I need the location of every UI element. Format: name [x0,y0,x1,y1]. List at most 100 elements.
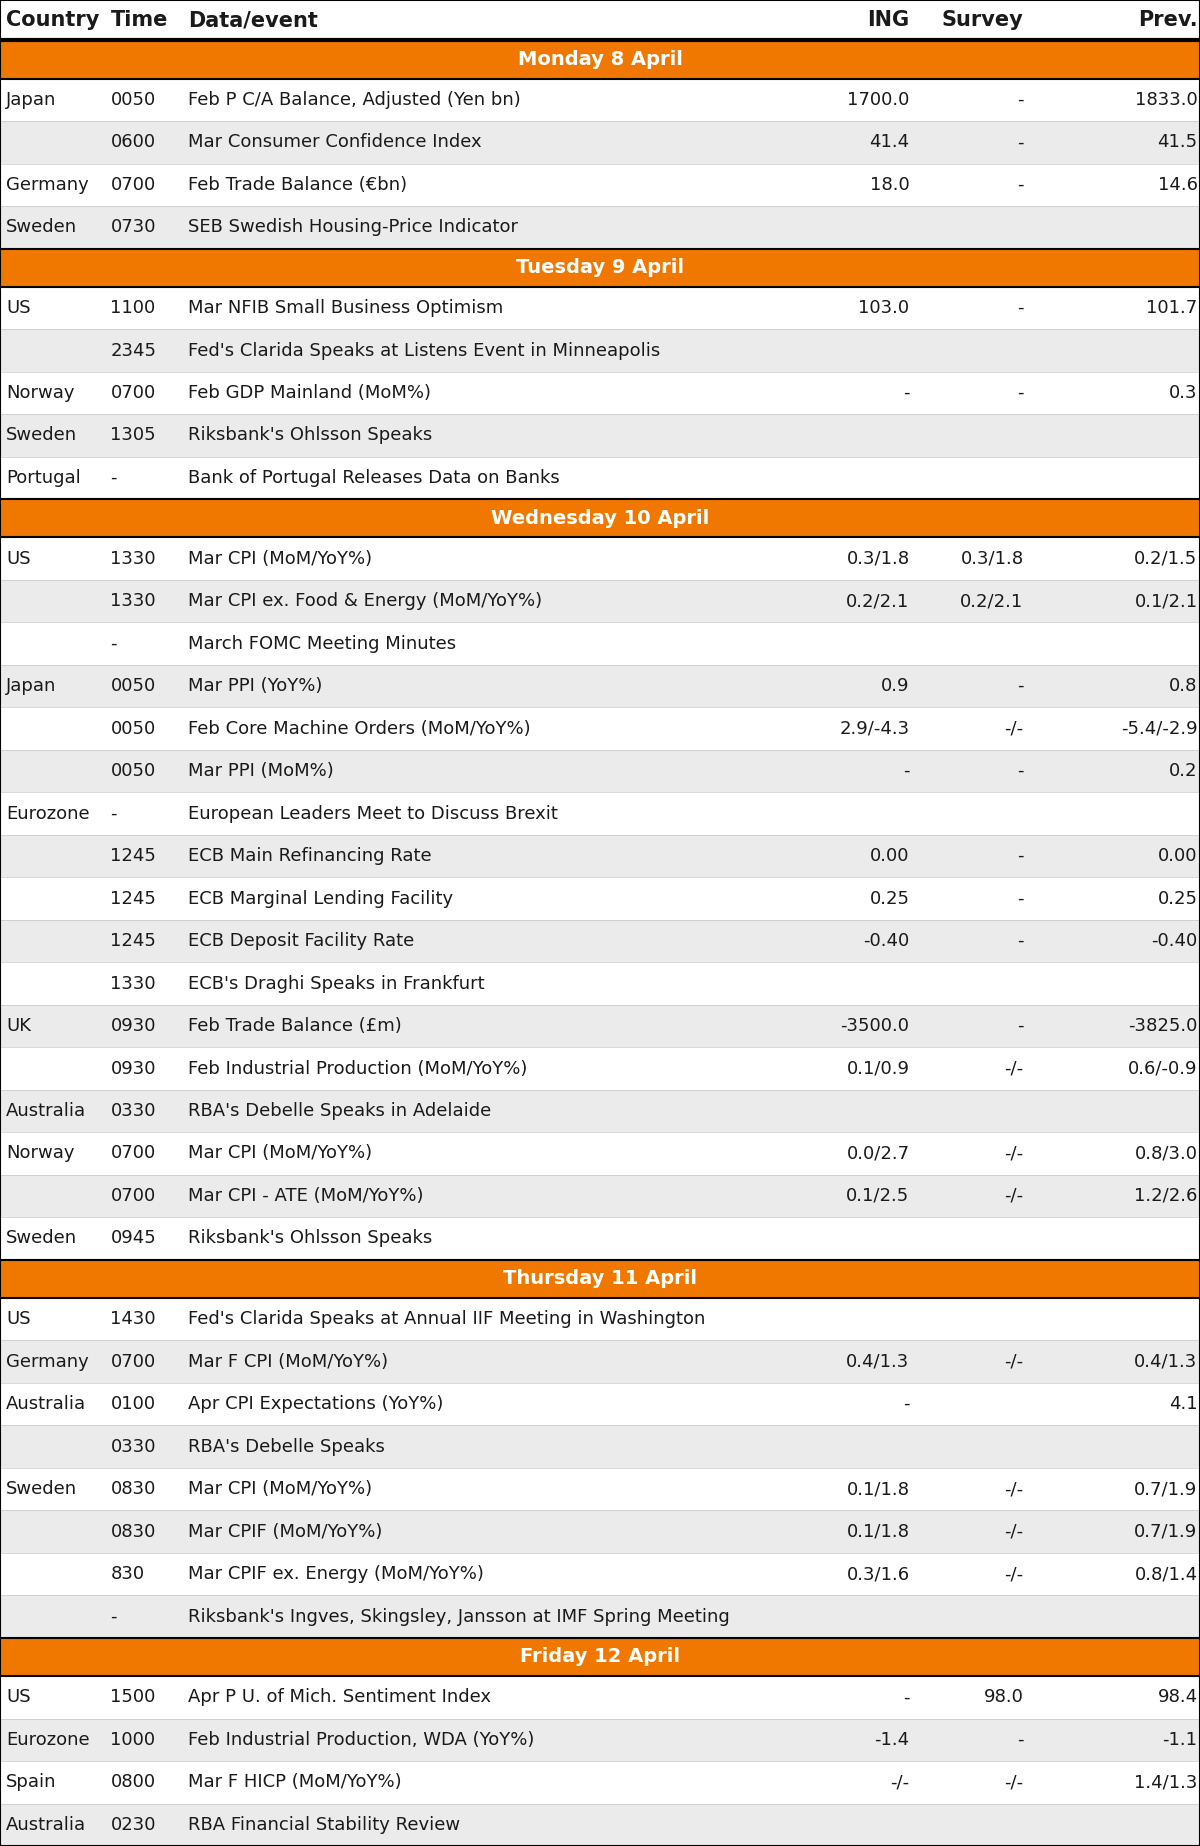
Text: Wednesday 10 April: Wednesday 10 April [491,509,709,528]
Text: Sweden: Sweden [6,218,77,236]
Bar [0,329,1200,371]
Text: 0.9: 0.9 [881,677,910,696]
Text: Germany: Germany [6,1353,89,1372]
Text: RBA Financial Stability Review: RBA Financial Stability Review [188,1816,461,1833]
Text: Mar CPI - ATE (MoM/YoY%): Mar CPI - ATE (MoM/YoY%) [188,1187,424,1205]
Text: 0230: 0230 [110,1816,156,1833]
Text: Mar NFIB Small Business Optimism: Mar NFIB Small Business Optimism [188,299,504,318]
Text: 0330: 0330 [110,1438,156,1456]
Text: Time: Time [110,11,168,30]
Text: 98.0: 98.0 [984,1689,1024,1706]
Text: 0930: 0930 [110,1060,156,1078]
Text: 2345: 2345 [110,342,156,360]
Text: 0700: 0700 [110,1145,156,1163]
Bar [0,622,1200,665]
Text: Country: Country [6,11,100,30]
Text: 1245: 1245 [110,890,156,908]
Text: 1330: 1330 [110,550,156,569]
Text: ECB's Draghi Speaks in Frankfurt: ECB's Draghi Speaks in Frankfurt [188,975,485,993]
Text: 0.7/1.9: 0.7/1.9 [1134,1523,1198,1541]
Bar [0,962,1200,1004]
Bar [0,498,1200,537]
Bar [0,665,1200,707]
Text: Germany: Germany [6,175,89,194]
Text: 0100: 0100 [110,1396,156,1414]
Text: 2.9/-4.3: 2.9/-4.3 [840,720,910,738]
Text: 0050: 0050 [110,762,156,781]
Text: Mar PPI (MoM%): Mar PPI (MoM%) [188,762,334,781]
Text: Fed's Clarida Speaks at Annual IIF Meeting in Washington: Fed's Clarida Speaks at Annual IIF Meeti… [188,1311,706,1327]
Text: Riksbank's Ohlsson Speaks: Riksbank's Ohlsson Speaks [188,426,433,445]
Text: Japan: Japan [6,90,56,109]
Text: 1245: 1245 [110,847,156,866]
Text: -: - [1018,299,1024,318]
Text: Norway: Norway [6,1145,74,1163]
Text: Feb Trade Balance (£m): Feb Trade Balance (£m) [188,1017,402,1036]
Bar [0,1510,1200,1552]
Bar [0,456,1200,498]
Text: -0.40: -0.40 [1151,932,1198,951]
Bar [0,122,1200,164]
Text: 0.2/2.1: 0.2/2.1 [960,593,1024,611]
Text: -/-: -/- [1004,1145,1024,1163]
Text: RBA's Debelle Speaks in Adelaide: RBA's Debelle Speaks in Adelaide [188,1102,492,1121]
Text: Apr CPI Expectations (YoY%): Apr CPI Expectations (YoY%) [188,1396,444,1414]
Text: 0730: 0730 [110,218,156,236]
Bar [0,286,1200,329]
Text: Survey: Survey [942,11,1024,30]
Text: 0830: 0830 [110,1523,156,1541]
Bar [0,1425,1200,1468]
Text: 1100: 1100 [110,299,156,318]
Text: 1000: 1000 [110,1732,156,1748]
Text: Feb Core Machine Orders (MoM/YoY%): Feb Core Machine Orders (MoM/YoY%) [188,720,532,738]
Text: Mar CPI (MoM/YoY%): Mar CPI (MoM/YoY%) [188,1480,372,1499]
Text: 0.6/-0.9: 0.6/-0.9 [1128,1060,1198,1078]
Text: -: - [1018,90,1024,109]
Text: 0.1/0.9: 0.1/0.9 [847,1060,910,1078]
Text: 1330: 1330 [110,593,156,611]
Text: 0945: 0945 [110,1229,156,1248]
Text: -/-: -/- [1004,1480,1024,1499]
Text: Mar F CPI (MoM/YoY%): Mar F CPI (MoM/YoY%) [188,1353,389,1372]
Text: -: - [1018,932,1024,951]
Text: Feb Industrial Production, WDA (YoY%): Feb Industrial Production, WDA (YoY%) [188,1732,535,1748]
Text: 0.25: 0.25 [870,890,910,908]
Text: 1.2/2.6: 1.2/2.6 [1134,1187,1198,1205]
Text: 41.5: 41.5 [1158,133,1198,151]
Text: Mar CPI (MoM/YoY%): Mar CPI (MoM/YoY%) [188,1145,372,1163]
Text: Prev.: Prev. [1138,11,1198,30]
Text: Australia: Australia [6,1102,86,1121]
Text: 1500: 1500 [110,1689,156,1706]
Text: 41.4: 41.4 [870,133,910,151]
Text: 0.1/2.1: 0.1/2.1 [1134,593,1198,611]
Text: Apr P U. of Mich. Sentiment Index: Apr P U. of Mich. Sentiment Index [188,1689,492,1706]
Text: Fed's Clarida Speaks at Listens Event in Minneapolis: Fed's Clarida Speaks at Listens Event in… [188,342,661,360]
Bar [0,0,1200,41]
Text: -1.4: -1.4 [875,1732,910,1748]
Text: -/-: -/- [1004,720,1024,738]
Text: 0.25: 0.25 [1158,890,1198,908]
Text: 0930: 0930 [110,1017,156,1036]
Bar [0,1132,1200,1174]
Text: -: - [1018,677,1024,696]
Bar [0,1004,1200,1047]
Text: March FOMC Meeting Minutes: March FOMC Meeting Minutes [188,635,456,653]
Bar [0,707,1200,749]
Bar [0,919,1200,962]
Text: Mar F HICP (MoM/YoY%): Mar F HICP (MoM/YoY%) [188,1774,402,1791]
Text: Australia: Australia [6,1816,86,1833]
Text: -/-: -/- [1004,1187,1024,1205]
Text: Friday 12 April: Friday 12 April [520,1647,680,1667]
Text: 1430: 1430 [110,1311,156,1327]
Text: 0.2/2.1: 0.2/2.1 [846,593,910,611]
Text: Spain: Spain [6,1774,56,1791]
Text: 0700: 0700 [110,1187,156,1205]
Bar [0,1217,1200,1259]
Text: Thursday 11 April: Thursday 11 April [503,1270,697,1289]
Bar [0,1298,1200,1340]
Text: 0700: 0700 [110,175,156,194]
Text: 1700.0: 1700.0 [847,90,910,109]
Text: -: - [1018,1732,1024,1748]
Text: -/-: -/- [1004,1523,1024,1541]
Bar [0,414,1200,456]
